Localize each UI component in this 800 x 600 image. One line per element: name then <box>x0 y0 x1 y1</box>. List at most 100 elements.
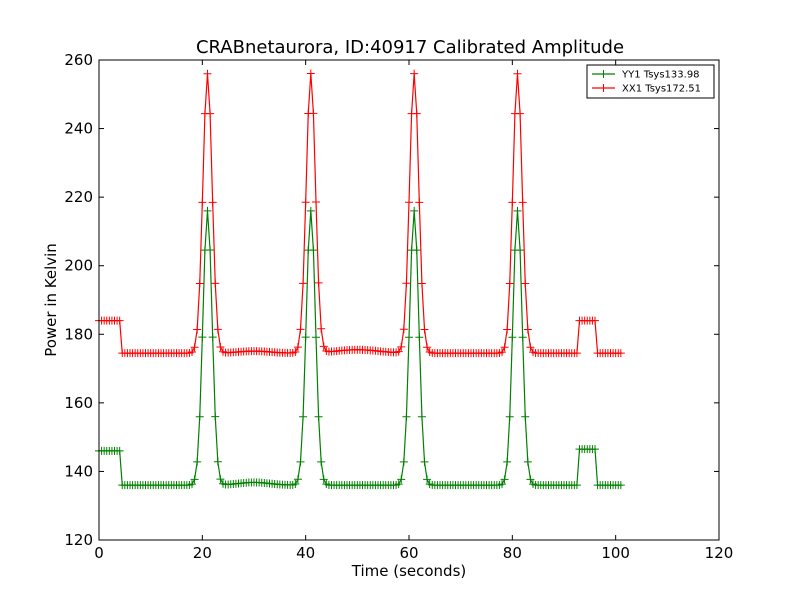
data-point <box>211 412 220 421</box>
data-point <box>193 457 202 466</box>
y-tick-label: 240 <box>64 120 93 138</box>
data-point <box>505 412 514 421</box>
data-point <box>526 475 535 484</box>
data-point <box>190 343 199 352</box>
data-point <box>213 457 222 466</box>
data-point <box>616 349 625 358</box>
data-point <box>206 246 215 255</box>
data-point <box>397 475 406 484</box>
data-point <box>397 342 406 351</box>
data-point <box>498 480 506 489</box>
data-point <box>291 347 300 356</box>
series-layer <box>95 69 625 490</box>
data-point <box>193 325 202 334</box>
x-tick-label: 60 <box>399 544 418 562</box>
ticks-layer: 0 20 40 60 80 100 120 120 140 160 180 200 220 240 260 <box>64 51 733 562</box>
data-point <box>312 333 320 342</box>
data-point <box>115 316 124 325</box>
data-point <box>503 457 512 466</box>
data-point <box>405 333 413 342</box>
data-point <box>309 109 318 118</box>
x-tick-label: 20 <box>193 544 212 562</box>
data-point <box>319 342 328 351</box>
data-point <box>296 457 305 466</box>
data-point <box>616 481 625 490</box>
x-tick-label: 0 <box>94 544 104 562</box>
data-point <box>115 446 124 455</box>
data-point <box>508 333 517 342</box>
data-point <box>412 109 421 118</box>
data-point <box>317 324 326 333</box>
data-point <box>188 348 196 357</box>
data-point <box>309 246 318 255</box>
data-point <box>513 69 522 78</box>
y-tick-label: 200 <box>64 257 93 275</box>
data-point <box>306 69 315 78</box>
data-point <box>526 343 535 352</box>
data-point <box>203 69 212 78</box>
legend-box <box>586 64 715 99</box>
x-axis-label: Time (seconds) <box>351 562 467 580</box>
data-point <box>505 279 514 288</box>
data-point <box>591 316 599 325</box>
legend-marker <box>599 84 608 92</box>
data-point <box>299 279 308 288</box>
data-point <box>213 325 222 334</box>
y-tick-label: 180 <box>64 325 93 343</box>
data-point <box>198 333 207 342</box>
data-point <box>415 333 424 342</box>
data-point <box>301 198 310 207</box>
data-point <box>402 412 411 421</box>
x-tick-label: 40 <box>296 544 315 562</box>
data-point <box>591 445 599 454</box>
data-point <box>301 333 310 342</box>
data-point <box>208 333 217 342</box>
data-point <box>500 343 509 352</box>
data-point <box>410 69 419 78</box>
data-point <box>423 343 432 352</box>
data-point <box>394 480 403 489</box>
y-tick-label: 260 <box>64 51 93 69</box>
data-point <box>423 475 432 484</box>
data-point <box>420 325 429 334</box>
data-point <box>291 480 300 489</box>
y-tick-label: 160 <box>64 394 93 412</box>
data-point <box>317 457 326 466</box>
data-point <box>206 109 215 118</box>
data-point <box>399 457 408 466</box>
data-point <box>516 246 525 255</box>
data-point <box>516 109 525 118</box>
data-point <box>299 412 308 421</box>
data-point <box>312 197 320 206</box>
data-point <box>195 412 204 421</box>
x-tick-label: 120 <box>705 544 734 562</box>
data-point <box>394 347 403 356</box>
data-point <box>500 475 509 484</box>
data-point <box>415 198 424 207</box>
data-point <box>216 475 225 484</box>
data-point <box>211 279 220 288</box>
data-point <box>208 198 217 207</box>
data-point <box>417 412 426 421</box>
data-point <box>296 325 305 334</box>
data-point <box>521 279 530 288</box>
data-point <box>521 412 530 421</box>
data-point <box>314 278 323 287</box>
data-point <box>518 198 527 207</box>
data-point <box>410 206 419 215</box>
legend-entry: YY1 Tsys133.98 <box>621 70 700 81</box>
legend-entry: XX1 Tsys172.51 <box>622 84 701 95</box>
x-tick-label: 80 <box>503 544 522 562</box>
data-point <box>319 475 328 484</box>
data-point <box>198 198 207 207</box>
data-point <box>306 206 315 215</box>
data-point <box>293 475 302 484</box>
data-point <box>572 481 581 490</box>
data-point <box>412 246 421 255</box>
legend: YY1 Tsys133.98 XX1 Tsys172.51 <box>586 64 715 99</box>
data-point <box>503 325 512 334</box>
data-point <box>399 325 408 334</box>
data-point <box>190 475 199 484</box>
legend-marker <box>599 70 608 78</box>
